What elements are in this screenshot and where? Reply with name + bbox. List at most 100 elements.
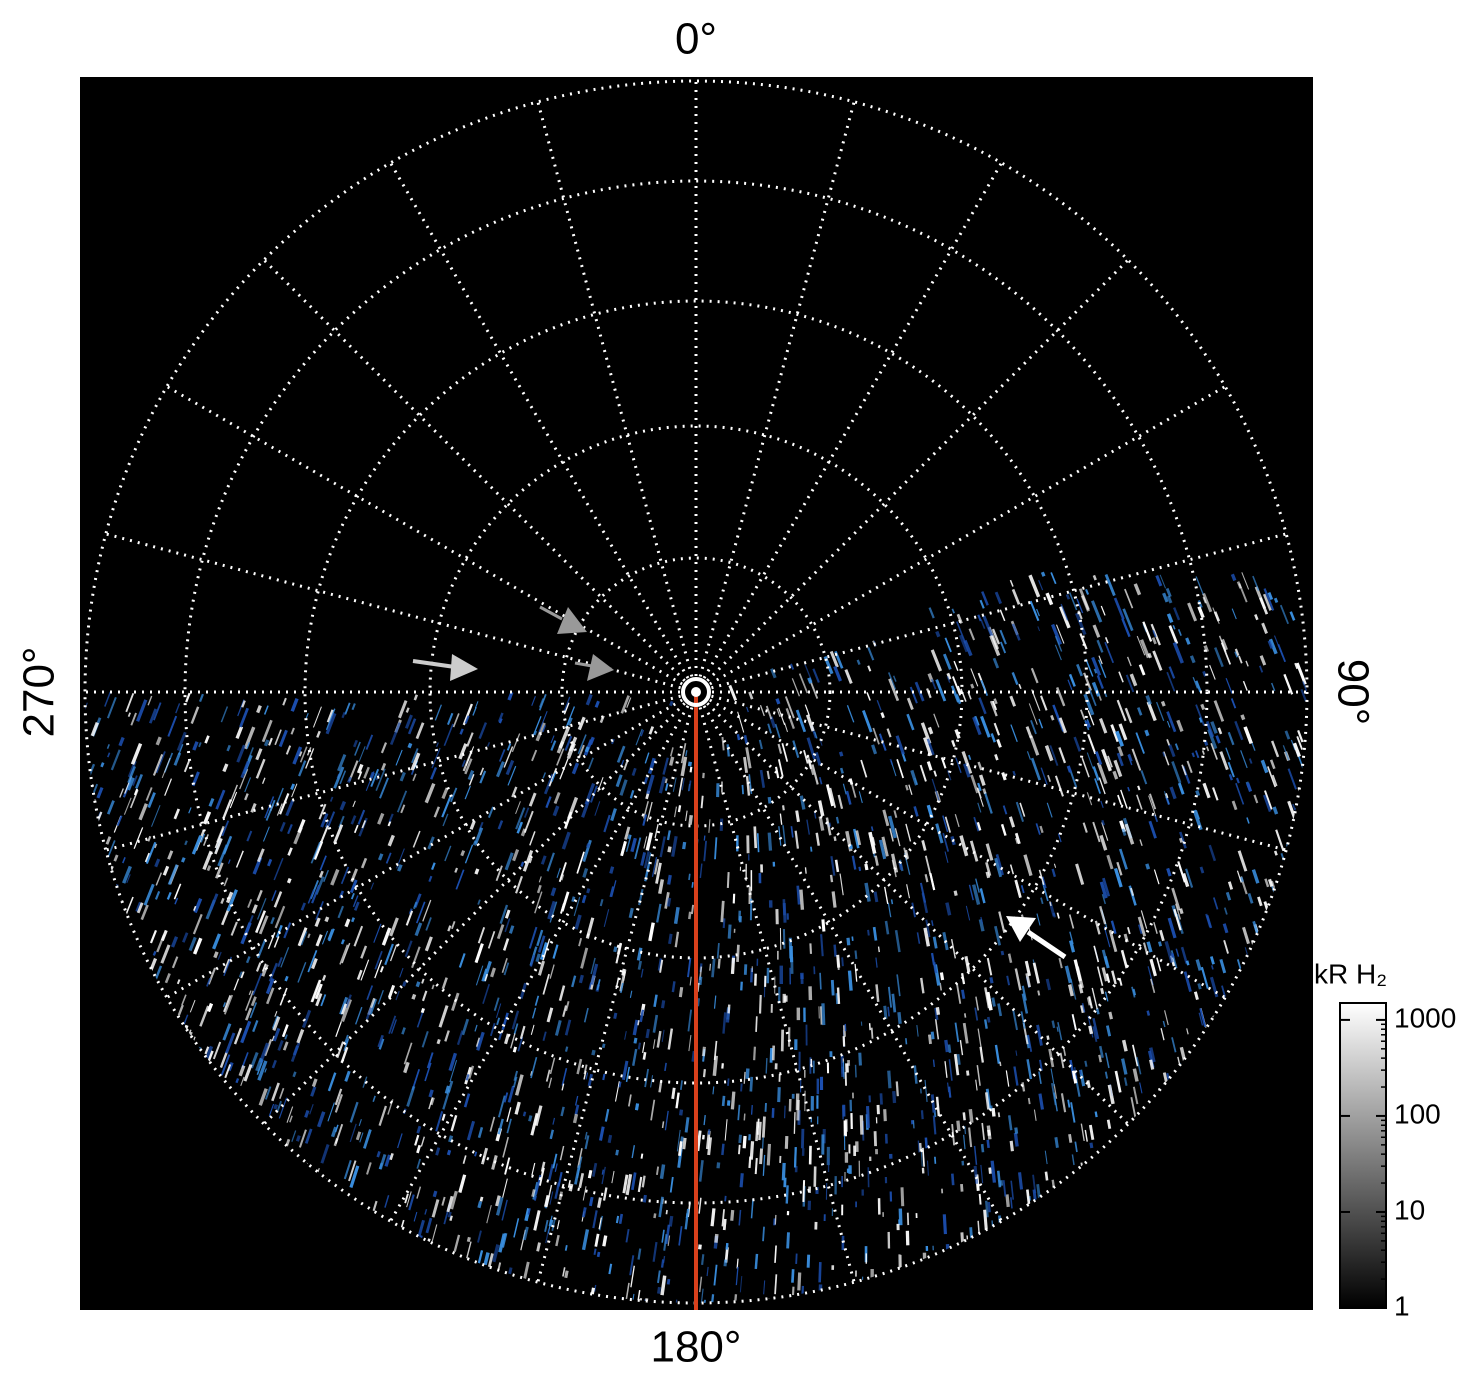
emission-streak bbox=[992, 700, 998, 711]
emission-streak bbox=[809, 943, 812, 954]
emission-streak bbox=[1129, 887, 1135, 896]
emission-streak bbox=[610, 808, 617, 822]
emission-streak bbox=[132, 775, 138, 786]
emission-streak bbox=[1156, 957, 1162, 972]
emission-streak bbox=[577, 1148, 583, 1168]
emission-streak bbox=[551, 1219, 556, 1231]
emission-streak bbox=[601, 1043, 606, 1049]
emission-streak bbox=[1270, 682, 1276, 692]
emission-streak bbox=[466, 732, 474, 747]
emission-streak bbox=[540, 855, 547, 865]
emission-streak bbox=[552, 1153, 558, 1169]
emission-streak bbox=[264, 1068, 267, 1073]
emission-streak bbox=[517, 1036, 524, 1052]
emission-streak bbox=[240, 1076, 245, 1086]
emission-streak bbox=[547, 900, 556, 920]
emission-streak bbox=[450, 1115, 458, 1132]
emission-streak bbox=[652, 1241, 658, 1262]
emission-streak bbox=[594, 1233, 600, 1247]
emission-streak bbox=[980, 916, 983, 924]
emission-streak bbox=[1198, 1012, 1204, 1026]
emission-streak bbox=[462, 1155, 467, 1164]
emission-streak bbox=[624, 826, 631, 840]
emission-streak bbox=[487, 741, 491, 747]
emission-streak bbox=[519, 1025, 526, 1040]
arrow bbox=[574, 661, 593, 668]
emission-streak bbox=[830, 856, 836, 876]
emission-streak bbox=[461, 759, 466, 768]
emission-streak bbox=[133, 827, 144, 849]
emission-streak bbox=[533, 730, 538, 736]
emission-streak bbox=[1044, 1171, 1049, 1181]
emission-streak bbox=[415, 722, 425, 740]
emission-streak bbox=[1096, 966, 1104, 986]
emission-streak bbox=[804, 867, 807, 874]
emission-streak bbox=[571, 975, 577, 988]
emission-streak bbox=[662, 1255, 666, 1264]
emission-streak bbox=[1095, 751, 1103, 766]
emission-streak bbox=[549, 1191, 554, 1205]
emission-streak bbox=[669, 747, 674, 757]
emission-streak bbox=[1162, 592, 1169, 603]
emission-streak bbox=[375, 768, 386, 791]
emission-streak bbox=[441, 977, 448, 990]
emission-streak bbox=[325, 712, 337, 735]
emission-streak bbox=[1150, 978, 1156, 994]
emission-streak bbox=[514, 1101, 521, 1115]
emission-streak bbox=[774, 1214, 777, 1225]
emission-streak bbox=[1252, 575, 1260, 591]
emission-streak bbox=[412, 830, 421, 848]
emission-streak bbox=[1051, 1020, 1056, 1029]
emission-streak bbox=[1012, 1010, 1018, 1031]
emission-streak bbox=[1124, 588, 1134, 609]
emission-streak bbox=[389, 917, 399, 937]
emission-streak bbox=[355, 1131, 362, 1141]
emission-streak bbox=[1242, 926, 1250, 945]
emission-streak bbox=[1145, 695, 1152, 705]
emission-streak bbox=[261, 963, 267, 972]
emission-streak bbox=[736, 1258, 739, 1269]
emission-streak bbox=[1056, 912, 1060, 919]
emission-streak bbox=[999, 629, 1007, 645]
emission-streak bbox=[1202, 592, 1213, 613]
emission-streak bbox=[576, 1058, 583, 1075]
emission-streak bbox=[136, 902, 144, 914]
emission-streak bbox=[1142, 621, 1153, 642]
emission-streak bbox=[636, 947, 643, 961]
emission-streak bbox=[1014, 879, 1022, 898]
grid-ring bbox=[560, 556, 832, 828]
emission-streak bbox=[582, 1186, 587, 1201]
emission-streak bbox=[1059, 1052, 1065, 1069]
emission-streak bbox=[767, 832, 773, 851]
emission-streak bbox=[935, 1007, 941, 1015]
emission-streak bbox=[580, 947, 589, 969]
emission-streak bbox=[842, 783, 847, 795]
emission-streak bbox=[577, 716, 586, 731]
emission-streak bbox=[478, 722, 488, 740]
emission-streak bbox=[1116, 752, 1124, 767]
emission-streak bbox=[530, 1113, 539, 1136]
emission-streak bbox=[256, 705, 262, 714]
emission-streak bbox=[680, 756, 688, 777]
emission-streak bbox=[181, 994, 187, 1006]
emission-streak bbox=[679, 1080, 683, 1090]
emission-streak bbox=[360, 857, 368, 869]
emission-streak bbox=[1302, 681, 1307, 692]
emission-streak bbox=[1078, 588, 1090, 611]
emission-streak bbox=[920, 1110, 924, 1120]
emission-streak bbox=[503, 962, 510, 976]
emission-streak bbox=[248, 990, 252, 996]
emission-streak bbox=[944, 816, 952, 833]
emission-streak bbox=[960, 1232, 965, 1243]
emission-streak bbox=[624, 1030, 627, 1040]
emission-streak bbox=[450, 787, 458, 803]
emission-streak bbox=[255, 758, 266, 779]
emission-streak bbox=[716, 942, 720, 959]
emission-streak bbox=[199, 1005, 210, 1027]
emission-streak bbox=[1121, 618, 1131, 638]
emission-streak bbox=[444, 845, 452, 862]
emission-streak bbox=[840, 1054, 845, 1077]
emission-streak bbox=[315, 901, 324, 921]
emission-streak bbox=[883, 1005, 888, 1019]
emission-streak bbox=[859, 1115, 864, 1135]
